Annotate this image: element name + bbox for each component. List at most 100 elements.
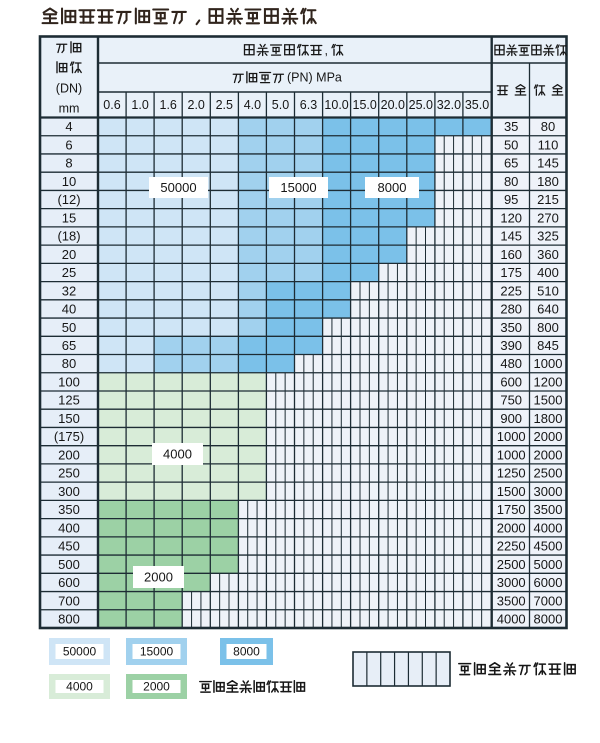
svg-text:480: 480 [500,356,522,371]
svg-text:3500: 3500 [534,502,563,517]
svg-text:225: 225 [500,283,522,298]
svg-text:(PN) MPa: (PN) MPa [287,71,342,85]
svg-text:300: 300 [58,484,80,499]
svg-text:400: 400 [58,520,80,535]
svg-text:(DN): (DN) [56,82,82,96]
svg-text:6000: 6000 [534,575,563,590]
svg-text:325: 325 [537,229,559,244]
svg-text:4000: 4000 [163,447,192,462]
svg-text:2.5: 2.5 [216,98,233,112]
svg-text:(18): (18) [57,229,80,244]
svg-text:3500: 3500 [497,593,526,608]
svg-text:4000: 4000 [66,680,93,694]
svg-text:15000: 15000 [280,180,316,195]
svg-text:280: 280 [500,302,522,317]
svg-text:1.6: 1.6 [160,98,177,112]
svg-text:360: 360 [537,247,559,262]
svg-text:150: 150 [58,411,80,426]
svg-text:160: 160 [500,247,522,262]
svg-text:145: 145 [500,229,522,244]
svg-text:50: 50 [504,137,518,152]
svg-text:50000: 50000 [63,645,97,659]
svg-text:2500: 2500 [497,557,526,572]
svg-text:32: 32 [62,283,76,298]
svg-text:(12): (12) [57,192,80,207]
svg-text:120: 120 [500,210,522,225]
svg-text:1500: 1500 [497,484,526,499]
svg-text:500: 500 [58,557,80,572]
svg-text:1750: 1750 [497,502,526,517]
svg-text:1800: 1800 [534,411,563,426]
svg-text:2000: 2000 [143,680,170,694]
svg-text:145: 145 [537,156,559,171]
svg-text:2000: 2000 [144,570,173,585]
svg-text:750: 750 [500,393,522,408]
svg-text:8000: 8000 [233,645,260,659]
svg-text:25.0: 25.0 [409,98,433,112]
svg-text:400: 400 [537,265,559,280]
svg-text:15: 15 [62,210,76,225]
svg-text:1.0: 1.0 [131,98,148,112]
svg-text:1200: 1200 [534,375,563,390]
svg-text:2000: 2000 [534,447,563,462]
svg-text:4000: 4000 [534,520,563,535]
svg-text:640: 640 [537,302,559,317]
svg-text:270: 270 [537,210,559,225]
svg-text:8000: 8000 [534,612,563,627]
svg-text:10.0: 10.0 [324,98,348,112]
svg-text:80: 80 [62,356,76,371]
svg-text:4: 4 [65,119,72,134]
svg-text:900: 900 [500,411,522,426]
svg-text:200: 200 [58,447,80,462]
svg-text:700: 700 [58,593,80,608]
svg-text:95: 95 [504,192,518,207]
svg-text:6: 6 [65,137,72,152]
svg-text:1500: 1500 [534,393,563,408]
svg-text:80: 80 [504,174,518,189]
svg-text:20: 20 [62,247,76,262]
svg-text:8: 8 [65,156,72,171]
svg-text:0.6: 0.6 [103,98,120,112]
svg-text:40: 40 [62,302,76,317]
svg-text:65: 65 [504,156,518,171]
svg-text:1250: 1250 [497,466,526,481]
svg-text:32.0: 32.0 [437,98,461,112]
svg-text:800: 800 [58,612,80,627]
svg-text:80: 80 [541,119,555,134]
svg-text:800: 800 [537,320,559,335]
svg-text:(175): (175) [54,429,84,444]
svg-text:6.3: 6.3 [300,98,317,112]
svg-text:2000: 2000 [497,520,526,535]
svg-text:2.0: 2.0 [188,98,205,112]
svg-text:15.0: 15.0 [353,98,377,112]
svg-text:35.0: 35.0 [465,98,489,112]
svg-text:600: 600 [58,575,80,590]
svg-text:8000: 8000 [378,180,407,195]
svg-text:20.0: 20.0 [381,98,405,112]
svg-text:1000: 1000 [497,447,526,462]
svg-text:50000: 50000 [160,180,196,195]
svg-text:510: 510 [537,283,559,298]
svg-text:1000: 1000 [534,356,563,371]
svg-text:110: 110 [538,137,559,152]
svg-text:350: 350 [58,502,80,517]
svg-text:250: 250 [58,466,80,481]
svg-text:390: 390 [500,338,522,353]
svg-text:7000: 7000 [534,593,563,608]
svg-text:25: 25 [62,265,76,280]
svg-text:3000: 3000 [534,484,563,499]
svg-text:5000: 5000 [534,557,563,572]
svg-text:65: 65 [62,338,76,353]
svg-text:450: 450 [58,539,80,554]
svg-text:35: 35 [504,119,518,134]
svg-text:2500: 2500 [534,466,563,481]
svg-text:mm: mm [59,102,80,116]
svg-text:3000: 3000 [497,575,526,590]
svg-text:100: 100 [58,375,80,390]
svg-text:15000: 15000 [140,645,174,659]
svg-text:215: 215 [537,192,559,207]
svg-text:,: , [325,44,328,58]
svg-text:4000: 4000 [497,612,526,627]
svg-text:175: 175 [500,265,522,280]
svg-text:2250: 2250 [497,539,526,554]
